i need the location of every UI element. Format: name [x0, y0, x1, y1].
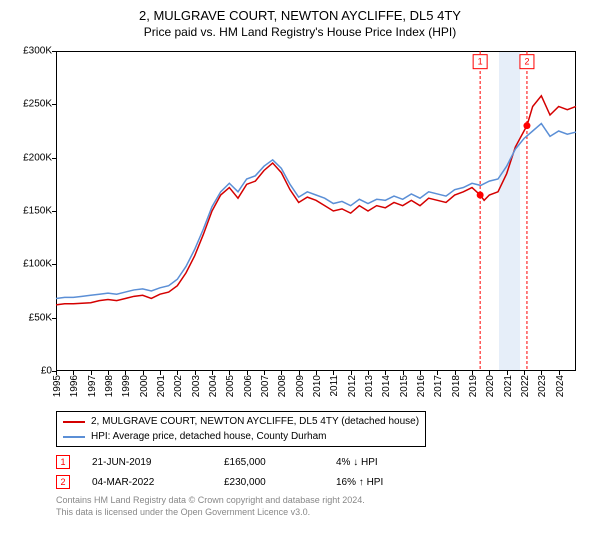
- legend-box: 2, MULGRAVE COURT, NEWTON AYCLIFFE, DL5 …: [56, 411, 426, 447]
- transactions-table: 1 21-JUN-2019 £165,000 4% ↓ HPI 2 04-MAR-2022…: [56, 455, 588, 489]
- x-axis-label: 1997: [87, 375, 98, 397]
- x-axis-label: 2018: [451, 375, 462, 397]
- x-axis-label: 2002: [173, 375, 184, 397]
- y-axis-label: £0: [12, 366, 52, 377]
- x-axis-label: 2000: [139, 375, 150, 397]
- x-axis-label: 1995: [52, 375, 63, 397]
- footer-line-1: Contains HM Land Registry data © Crown c…: [56, 495, 588, 507]
- y-axis-label: £300K: [12, 46, 52, 57]
- y-axis-label: £250K: [12, 99, 52, 110]
- x-axis-label: 2020: [485, 375, 496, 397]
- plot-svg: 12: [56, 51, 576, 371]
- x-axis-label: 1996: [69, 375, 80, 397]
- x-axis-label: 2013: [364, 375, 375, 397]
- x-axis-label: 2015: [399, 375, 410, 397]
- x-axis-label: 2005: [225, 375, 236, 397]
- x-axis-label: 2024: [555, 375, 566, 397]
- transaction-date: 21-JUN-2019: [92, 457, 202, 468]
- transaction-row: 1 21-JUN-2019 £165,000 4% ↓ HPI: [56, 455, 588, 469]
- footer-line-2: This data is licensed under the Open Gov…: [56, 507, 588, 519]
- x-axis-label: 1999: [121, 375, 132, 397]
- x-axis-label: 2014: [381, 375, 392, 397]
- transaction-delta: 4% ↓ HPI: [336, 457, 378, 468]
- x-axis-label: 2022: [520, 375, 531, 397]
- legend-swatch: [63, 436, 85, 438]
- transaction-marker: 1: [56, 455, 70, 469]
- x-axis-label: 2019: [468, 375, 479, 397]
- marker-label-2: 2: [524, 57, 529, 67]
- marker-point-2: [523, 122, 530, 129]
- x-axis-label: 2003: [191, 375, 202, 397]
- marker-point-1: [477, 192, 484, 199]
- transaction-row: 2 04-MAR-2022 £230,000 16% ↑ HPI: [56, 475, 588, 489]
- footer-attribution: Contains HM Land Registry data © Crown c…: [56, 495, 588, 518]
- y-axis-label: £100K: [12, 259, 52, 270]
- transaction-price: £230,000: [224, 477, 314, 488]
- chart-area: 12 £0£50K£100K£150K£200K£250K£300K 19951…: [12, 47, 588, 407]
- x-axis-label: 2012: [347, 375, 358, 397]
- x-axis-label: 2007: [260, 375, 271, 397]
- chart-subtitle: Price paid vs. HM Land Registry's House …: [12, 25, 588, 39]
- x-axis-label: 2006: [243, 375, 254, 397]
- x-axis-label: 2001: [156, 375, 167, 397]
- y-axis-label: £150K: [12, 206, 52, 217]
- transaction-marker: 2: [56, 475, 70, 489]
- x-axis-label: 2021: [503, 375, 514, 397]
- transaction-delta: 16% ↑ HPI: [336, 477, 383, 488]
- legend-label: 2, MULGRAVE COURT, NEWTON AYCLIFFE, DL5 …: [91, 414, 419, 429]
- x-axis-label: 2016: [416, 375, 427, 397]
- y-axis-label: £200K: [12, 152, 52, 163]
- legend-swatch: [63, 421, 85, 423]
- x-axis-label: 2010: [312, 375, 323, 397]
- x-axis-label: 2017: [433, 375, 444, 397]
- title-block: 2, MULGRAVE COURT, NEWTON AYCLIFFE, DL5 …: [12, 8, 588, 39]
- marker-label-1: 1: [478, 57, 483, 67]
- legend-item-hpi: HPI: Average price, detached house, Coun…: [63, 429, 419, 444]
- series-line-property: [56, 96, 576, 305]
- x-axis-label: 2004: [208, 375, 219, 397]
- x-axis-label: 1998: [104, 375, 115, 397]
- legend-label: HPI: Average price, detached house, Coun…: [91, 429, 327, 444]
- x-axis-label: 2009: [295, 375, 306, 397]
- transaction-date: 04-MAR-2022: [92, 477, 202, 488]
- legend-item-property: 2, MULGRAVE COURT, NEWTON AYCLIFFE, DL5 …: [63, 414, 419, 429]
- x-axis-label: 2008: [277, 375, 288, 397]
- y-axis-label: £50K: [12, 312, 52, 323]
- chart-title: 2, MULGRAVE COURT, NEWTON AYCLIFFE, DL5 …: [12, 8, 588, 23]
- transaction-price: £165,000: [224, 457, 314, 468]
- x-axis-label: 2023: [537, 375, 548, 397]
- series-line-hpi: [56, 124, 576, 299]
- x-axis-label: 2011: [329, 375, 340, 397]
